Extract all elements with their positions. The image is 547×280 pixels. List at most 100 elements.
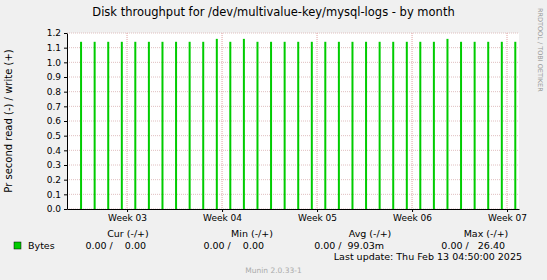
y-tick: 0.3 (47, 160, 67, 170)
bar (433, 42, 435, 209)
y-tick: 1.2 (47, 28, 67, 38)
y-tick: 0.5 (47, 131, 67, 141)
y-tick: 0.0 (47, 204, 67, 214)
bar (256, 42, 258, 209)
y-tick-mark (64, 180, 67, 181)
bar (121, 42, 123, 209)
bar (148, 42, 150, 209)
legend-header: Cur (-/+) (107, 228, 149, 239)
bar (270, 42, 272, 209)
x-tick-label: Week 07 (488, 213, 527, 223)
y-axis-title: Pr second read (-) / write (+) (3, 49, 14, 192)
legend-entry: Bytes (28, 240, 55, 251)
y-tick-label: 0.8 (47, 87, 62, 97)
y-tick-label: 1.0 (47, 58, 62, 68)
legend-stat: 0.00 / 0.00 (203, 240, 264, 251)
x-tick: Week 06 (393, 209, 432, 223)
x-tick-label: Week 06 (393, 213, 432, 223)
chart: 0.00.10.20.30.40.50.60.70.80.91.01.11.2W… (0, 0, 547, 280)
y-tick: 0.4 (47, 146, 67, 156)
y-tick-mark (64, 33, 67, 34)
bar (297, 42, 299, 209)
bar (351, 42, 353, 209)
bar (474, 42, 476, 209)
bar (365, 42, 367, 209)
grid-line-x (507, 33, 508, 209)
x-tick-mark (412, 209, 413, 212)
y-tick: 0.9 (47, 72, 67, 82)
y-tick-mark (64, 150, 67, 151)
legend-header: Avg (-/+) (349, 228, 392, 239)
series (80, 39, 516, 209)
y-tick-label: 1.2 (47, 28, 61, 38)
bar (338, 42, 340, 209)
y-tick: 0.8 (47, 87, 67, 97)
y-tick: 0.6 (47, 116, 67, 126)
y-tick-mark (64, 209, 67, 210)
bar (107, 42, 109, 209)
footer: Munin 2.0.33-1 (245, 266, 302, 275)
legend-stat: 0.00 / 0.00 (85, 240, 146, 251)
y-tick-label: 0.5 (47, 131, 61, 141)
grid-line-x (317, 33, 318, 209)
y-tick-mark (64, 121, 67, 122)
plot-area (67, 33, 519, 209)
bar (379, 42, 381, 209)
grid-line-x (222, 33, 223, 209)
bar (324, 42, 326, 209)
bar (460, 42, 462, 209)
y-tick-label: 0.7 (47, 102, 61, 112)
legend-swatch (14, 242, 21, 249)
y-tick-mark (64, 92, 67, 93)
y-tick: 1.0 (47, 58, 67, 68)
y-axis-line (67, 34, 68, 210)
bar (161, 42, 163, 209)
y-tick-label: 0.3 (47, 160, 61, 170)
bar (94, 42, 96, 209)
legend-header: Min (-/+) (231, 228, 273, 239)
bar (419, 42, 421, 209)
title: Disk throughput for /dev/multivalue-key/… (92, 5, 454, 19)
bar (229, 42, 231, 209)
y-tick-label: 0.6 (47, 116, 62, 126)
grid (67, 33, 519, 209)
x-tick-mark (507, 209, 508, 212)
y-tick-label: 0.0 (47, 204, 62, 214)
x-tick-mark (317, 209, 318, 212)
bar (175, 42, 177, 209)
grid-line-x (412, 33, 413, 209)
y-tick: 1.1 (47, 43, 67, 53)
x-tick-label: Week 04 (203, 213, 242, 223)
y-tick-label: 0.4 (47, 146, 62, 156)
bar (80, 42, 82, 209)
bar (202, 42, 204, 209)
legend-stat: 0.00 / 26.40 (441, 240, 505, 251)
bar (243, 39, 245, 209)
x-tick-label: Week 03 (108, 213, 147, 223)
x-tick: Week 03 (108, 209, 147, 223)
y-axis: 0.00.10.20.30.40.50.60.70.80.91.01.11.2 (47, 28, 68, 214)
bar (487, 42, 489, 209)
watermark: RRDTOOL / TOBI OETIKER (536, 8, 544, 92)
x-tick: Week 07 (488, 209, 527, 223)
grid-line-x (127, 33, 128, 209)
bar (284, 42, 286, 209)
x-tick-mark (222, 209, 223, 212)
bar (189, 42, 191, 209)
bar (311, 42, 313, 209)
legend-header: Max (-/+) (464, 228, 509, 239)
y-tick-mark (64, 48, 67, 49)
last-update: Last update: Thu Feb 13 04:50:00 2025 (334, 251, 522, 262)
bar (501, 42, 503, 209)
bar (446, 39, 448, 209)
y-tick: 0.7 (47, 102, 67, 112)
bar (392, 42, 394, 209)
legend-stat: 0.00 / 99.03m (314, 240, 384, 251)
y-tick-label: 1.1 (47, 43, 61, 53)
legend: Cur (-/+) Min (-/+) Avg (-/+) Max (-/+) Byte… (14, 228, 508, 251)
background (0, 0, 547, 280)
bar (216, 39, 218, 209)
x-tick-label: Week 05 (298, 213, 337, 223)
y-tick-mark (64, 194, 67, 195)
x-tick-mark (127, 209, 128, 212)
